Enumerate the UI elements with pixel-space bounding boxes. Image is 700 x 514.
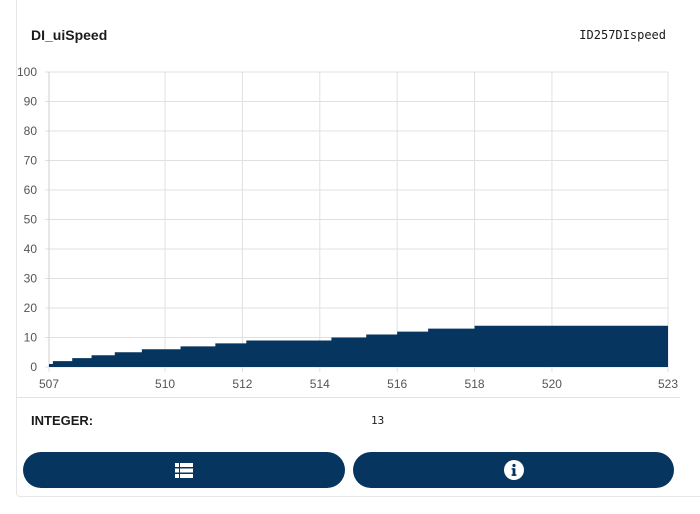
x-tick-label: 514 [310,377,330,391]
section-divider [16,397,680,398]
y-tick-label: 30 [24,272,38,286]
speed-series-area [49,325,668,367]
current-value: 13 [371,414,385,427]
signal-name: DI_uiSpeed [31,27,108,43]
x-tick-label: 518 [465,377,485,391]
info-icon [503,460,524,480]
y-tick-label: 40 [24,242,38,256]
signal-card [16,0,700,497]
info-button[interactable] [353,452,674,488]
y-tick-label: 70 [24,154,38,168]
y-tick-label: 10 [24,331,38,345]
y-tick-label: 90 [24,95,38,109]
y-tick-label: 20 [24,301,38,315]
y-tick-label: 50 [24,213,38,227]
speed-chart: 0 10 20 30 40 50 60 70 80 90 100 507 510 512 514 516 51… [17,65,678,391]
list-view-button[interactable] [23,452,345,488]
x-tick-label: 507 [39,377,59,391]
chart-series-layer [49,325,668,367]
x-tick-label: 520 [542,377,562,391]
x-axis: 507 510 512 514 516 518 520 523 [39,377,678,391]
x-tick-label: 516 [387,377,407,391]
y-axis: 0 10 20 30 40 50 60 70 80 90 100 [17,65,37,374]
value-type-label: INTEGER: [31,413,94,428]
y-tick-label: 100 [17,65,37,79]
signal-id: ID257DIspeed [579,28,666,42]
list-icon [175,462,193,478]
x-tick-label: 512 [232,377,252,391]
y-tick-label: 60 [24,183,38,197]
chart-grid [45,71,669,372]
y-tick-label: 80 [24,124,38,138]
x-tick-label: 523 [658,377,678,391]
x-tick-label: 510 [155,377,175,391]
y-tick-label: 0 [30,360,37,374]
